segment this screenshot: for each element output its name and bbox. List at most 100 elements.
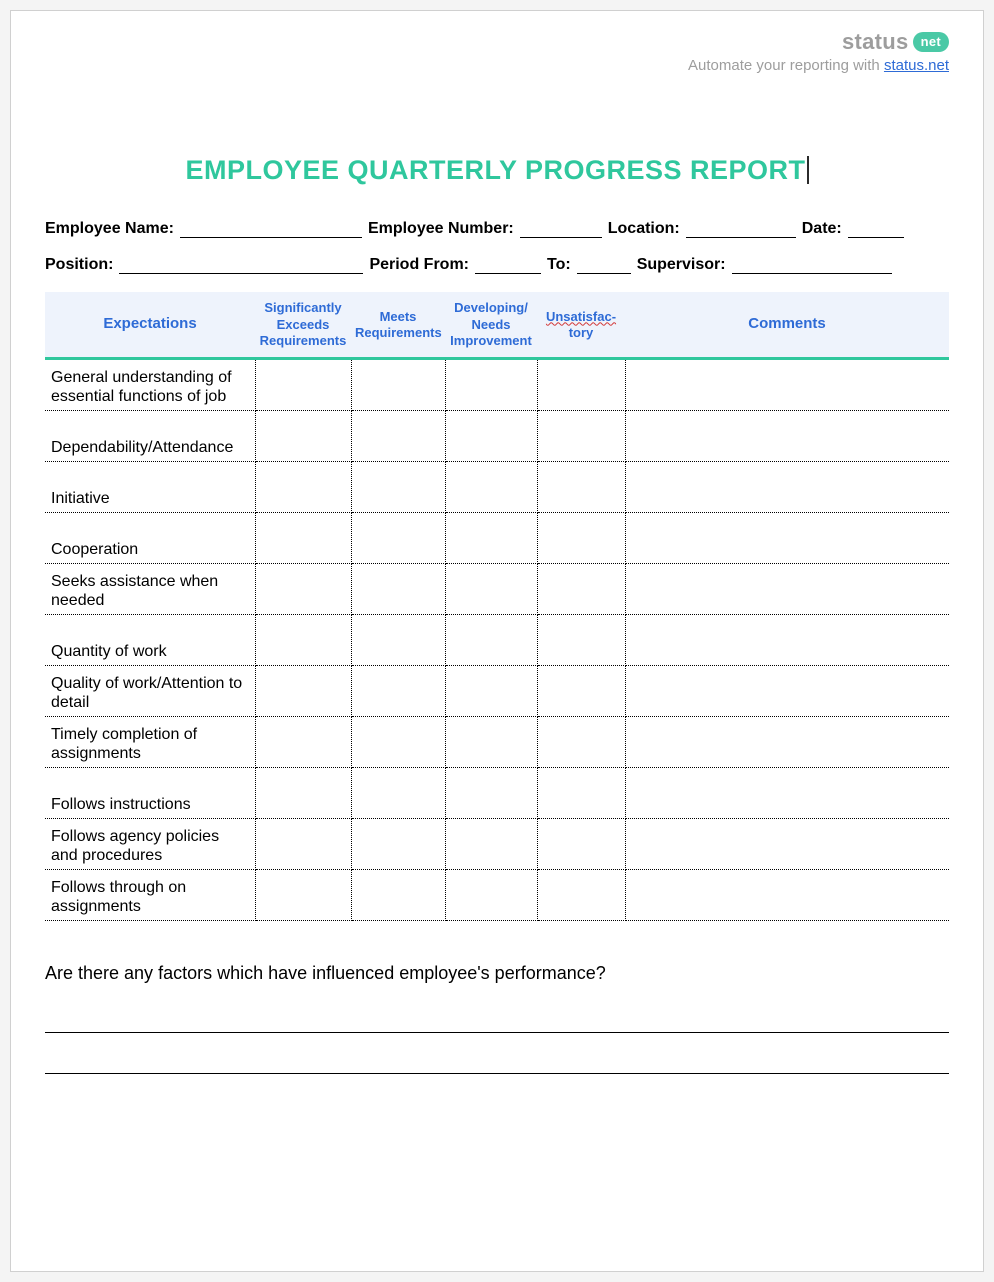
- answer-line-2[interactable]: [45, 1047, 949, 1074]
- blank-employee-name[interactable]: [180, 221, 362, 239]
- blank-position[interactable]: [119, 257, 363, 275]
- cell[interactable]: [537, 513, 625, 564]
- page-title: EMPLOYEE QUARTERLY PROGRESS REPORT: [45, 155, 949, 186]
- blank-location[interactable]: [686, 221, 796, 239]
- cell[interactable]: [445, 768, 537, 819]
- cell-comment[interactable]: [625, 819, 949, 870]
- cell[interactable]: [351, 564, 445, 615]
- brand-link[interactable]: status.net: [884, 57, 949, 74]
- cell[interactable]: [445, 666, 537, 717]
- cell[interactable]: [537, 564, 625, 615]
- cell-comment[interactable]: [625, 666, 949, 717]
- table-body: General understanding of essential funct…: [45, 359, 949, 921]
- field-date: Date:: [802, 220, 904, 238]
- cell[interactable]: [351, 513, 445, 564]
- cell-comment[interactable]: [625, 359, 949, 411]
- cell-comment[interactable]: [625, 615, 949, 666]
- blank-period-from[interactable]: [475, 257, 541, 275]
- row-label: Quantity of work: [45, 615, 255, 666]
- cell-comment[interactable]: [625, 513, 949, 564]
- cell[interactable]: [537, 615, 625, 666]
- cell-comment[interactable]: [625, 564, 949, 615]
- cell[interactable]: [351, 462, 445, 513]
- cell[interactable]: [351, 717, 445, 768]
- cell[interactable]: [255, 870, 351, 921]
- table-row: Seeks assistance when needed: [45, 564, 949, 615]
- cell[interactable]: [445, 870, 537, 921]
- row-label: Cooperation: [45, 513, 255, 564]
- cell[interactable]: [445, 564, 537, 615]
- cell-comment[interactable]: [625, 462, 949, 513]
- cell[interactable]: [537, 819, 625, 870]
- cell[interactable]: [537, 768, 625, 819]
- cell[interactable]: [351, 870, 445, 921]
- blank-date[interactable]: [848, 221, 904, 239]
- cell-comment[interactable]: [625, 411, 949, 462]
- label-employee-number: Employee Number:: [368, 220, 514, 238]
- cell[interactable]: [255, 564, 351, 615]
- cell[interactable]: [351, 615, 445, 666]
- blank-employee-number[interactable]: [520, 221, 602, 239]
- table-row: Timely completion of assignments: [45, 717, 949, 768]
- cell[interactable]: [255, 359, 351, 411]
- cell[interactable]: [537, 666, 625, 717]
- table-row: Follows agency policies and procedures: [45, 819, 949, 870]
- row-label: General understanding of essential funct…: [45, 359, 255, 411]
- cell[interactable]: [255, 666, 351, 717]
- cell[interactable]: [445, 411, 537, 462]
- table-row: Quality of work/Attention to detail: [45, 666, 949, 717]
- field-location: Location:: [608, 220, 796, 238]
- cell[interactable]: [351, 768, 445, 819]
- table-row: Follows instructions: [45, 768, 949, 819]
- form-row-2: Position: Period From: To: Supervisor:: [45, 256, 949, 274]
- answer-line-1[interactable]: [45, 1006, 949, 1033]
- cell[interactable]: [537, 462, 625, 513]
- page-background: status net Automate your reporting with …: [0, 0, 994, 1282]
- cell[interactable]: [445, 819, 537, 870]
- th-c4a: Unsatisfac-: [546, 309, 616, 324]
- cell-comment[interactable]: [625, 717, 949, 768]
- cell[interactable]: [255, 462, 351, 513]
- label-date: Date:: [802, 220, 842, 238]
- cell[interactable]: [255, 717, 351, 768]
- row-label: Timely completion of assignments: [45, 717, 255, 768]
- blank-supervisor[interactable]: [732, 257, 892, 275]
- cell[interactable]: [537, 359, 625, 411]
- cell[interactable]: [255, 411, 351, 462]
- brand-header: status net Automate your reporting with …: [45, 29, 949, 75]
- brand-logo: status net: [842, 29, 949, 55]
- cell[interactable]: [255, 615, 351, 666]
- cell[interactable]: [351, 359, 445, 411]
- th-c1c: Requirements: [260, 333, 347, 348]
- cell-comment[interactable]: [625, 870, 949, 921]
- blank-to[interactable]: [577, 257, 631, 275]
- form-row-1: Employee Name: Employee Number: Location…: [45, 220, 949, 238]
- label-employee-name: Employee Name:: [45, 220, 174, 238]
- row-label: Follows instructions: [45, 768, 255, 819]
- th-c3b: Needs: [471, 317, 510, 332]
- cell[interactable]: [351, 666, 445, 717]
- factors-question: Are there any factors which have influen…: [45, 963, 949, 984]
- cell[interactable]: [445, 462, 537, 513]
- field-position: Position:: [45, 256, 363, 274]
- cell[interactable]: [351, 411, 445, 462]
- th-c1a: Significantly: [264, 300, 341, 315]
- label-supervisor: Supervisor:: [637, 256, 726, 274]
- row-label: Follows through on assignments: [45, 870, 255, 921]
- cell[interactable]: [351, 819, 445, 870]
- cell[interactable]: [445, 615, 537, 666]
- cell[interactable]: [255, 819, 351, 870]
- cell[interactable]: [255, 768, 351, 819]
- label-period-from: Period From:: [369, 256, 469, 274]
- cell-comment[interactable]: [625, 768, 949, 819]
- label-position: Position:: [45, 256, 113, 274]
- cell[interactable]: [445, 717, 537, 768]
- label-location: Location:: [608, 220, 680, 238]
- cell[interactable]: [255, 513, 351, 564]
- brand-pill: net: [913, 32, 949, 53]
- cell[interactable]: [445, 359, 537, 411]
- cell[interactable]: [537, 411, 625, 462]
- cell[interactable]: [537, 717, 625, 768]
- cell[interactable]: [445, 513, 537, 564]
- cell[interactable]: [537, 870, 625, 921]
